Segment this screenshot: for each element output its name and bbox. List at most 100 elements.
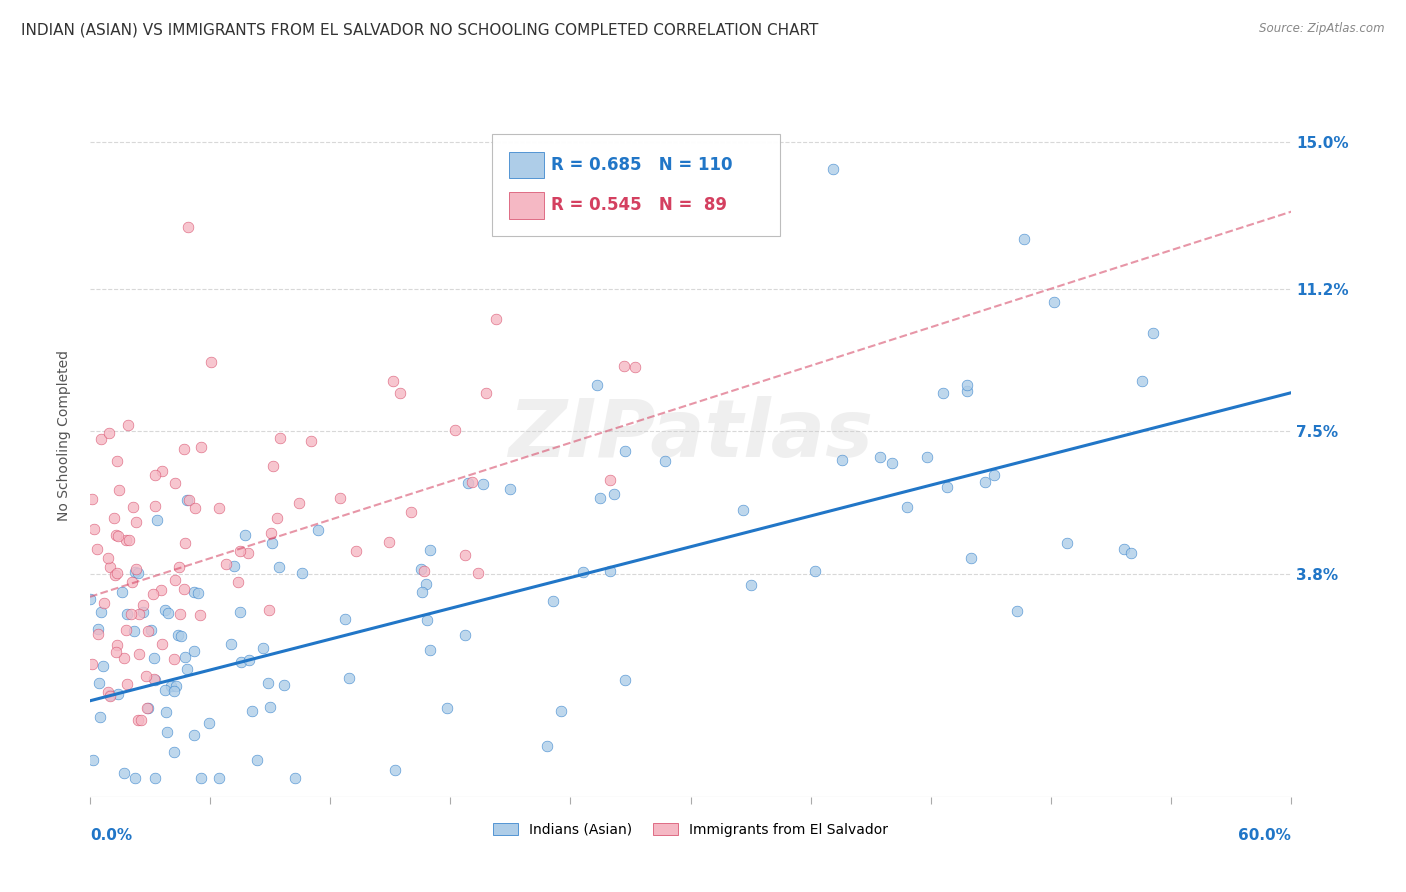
Point [124, 771, 146, 785]
Point [165, 475, 187, 490]
Point [200, 355, 222, 369]
Point [105, 454, 128, 468]
Point [831, 453, 853, 467]
Point [613, 673, 636, 687]
Point [262, 458, 284, 473]
Text: R = 0.685   N = 110: R = 0.685 N = 110 [551, 156, 733, 174]
Point [219, 637, 242, 651]
Point [599, 564, 621, 578]
Point [613, 359, 636, 373]
Point [599, 473, 621, 487]
Point [89, 676, 111, 690]
Point [104, 567, 127, 582]
Point [467, 566, 489, 580]
Point [475, 386, 498, 401]
Point [183, 585, 205, 599]
Point [177, 220, 200, 235]
Point [107, 638, 129, 652]
Point [98, 690, 121, 704]
Point [236, 545, 259, 559]
Point [169, 559, 191, 574]
Point [246, 753, 269, 767]
Point [589, 491, 612, 505]
Point [869, 450, 891, 464]
Point [149, 582, 172, 597]
Point [108, 483, 131, 498]
Point [215, 557, 238, 571]
Point [932, 386, 955, 401]
Point [90, 605, 112, 619]
Point [269, 560, 291, 574]
Point [960, 550, 983, 565]
Point [143, 500, 166, 514]
Point [399, 504, 422, 518]
Point [142, 587, 165, 601]
Point [262, 536, 284, 550]
Point [389, 385, 412, 400]
Point [97, 685, 120, 699]
Point [740, 578, 762, 592]
Point [337, 671, 360, 685]
Point [1114, 541, 1136, 556]
Point [132, 599, 155, 613]
Point [436, 701, 458, 715]
Point [896, 500, 918, 514]
Point [125, 515, 148, 529]
Point [269, 431, 291, 445]
Point [173, 536, 195, 550]
Point [485, 312, 508, 326]
Point [86, 542, 108, 557]
Point [499, 482, 522, 496]
Text: INDIAN (ASIAN) VS IMMIGRANTS FROM EL SALVADOR NO SCHOOLING COMPLETED CORRELATION: INDIAN (ASIAN) VS IMMIGRANTS FROM EL SAL… [21, 22, 818, 37]
Point [228, 544, 250, 558]
Point [105, 528, 128, 542]
Point [240, 704, 263, 718]
Point [188, 608, 211, 623]
Point [229, 605, 252, 619]
Point [105, 645, 128, 659]
Point [173, 442, 195, 457]
Point [124, 565, 146, 579]
Point [257, 676, 280, 690]
Point [453, 548, 475, 562]
Point [208, 501, 231, 516]
Point [307, 523, 329, 537]
Point [142, 651, 165, 665]
Point [419, 642, 441, 657]
Point [183, 728, 205, 742]
Point [613, 443, 636, 458]
Point [165, 679, 187, 693]
Point [1043, 295, 1066, 310]
Point [299, 434, 322, 448]
Point [415, 577, 437, 591]
Point [224, 559, 246, 574]
Point [183, 644, 205, 658]
Point [97, 551, 120, 566]
Point [454, 628, 477, 642]
Point [344, 543, 367, 558]
Point [156, 606, 179, 620]
Point [90, 432, 112, 446]
Point [127, 566, 149, 580]
Point [167, 628, 190, 642]
Point [112, 650, 135, 665]
Point [198, 715, 221, 730]
Point [974, 475, 997, 489]
Point [170, 629, 193, 643]
Point [120, 607, 142, 622]
Point [153, 602, 176, 616]
Point [163, 683, 186, 698]
Point [731, 502, 754, 516]
Point [93, 658, 115, 673]
Point [259, 700, 281, 714]
Point [413, 564, 436, 578]
Point [382, 375, 405, 389]
Point [143, 672, 166, 686]
Point [541, 594, 564, 608]
Point [880, 456, 903, 470]
Point [122, 624, 145, 638]
Point [416, 613, 439, 627]
Point [93, 596, 115, 610]
Point [187, 586, 209, 600]
Point [238, 653, 260, 667]
